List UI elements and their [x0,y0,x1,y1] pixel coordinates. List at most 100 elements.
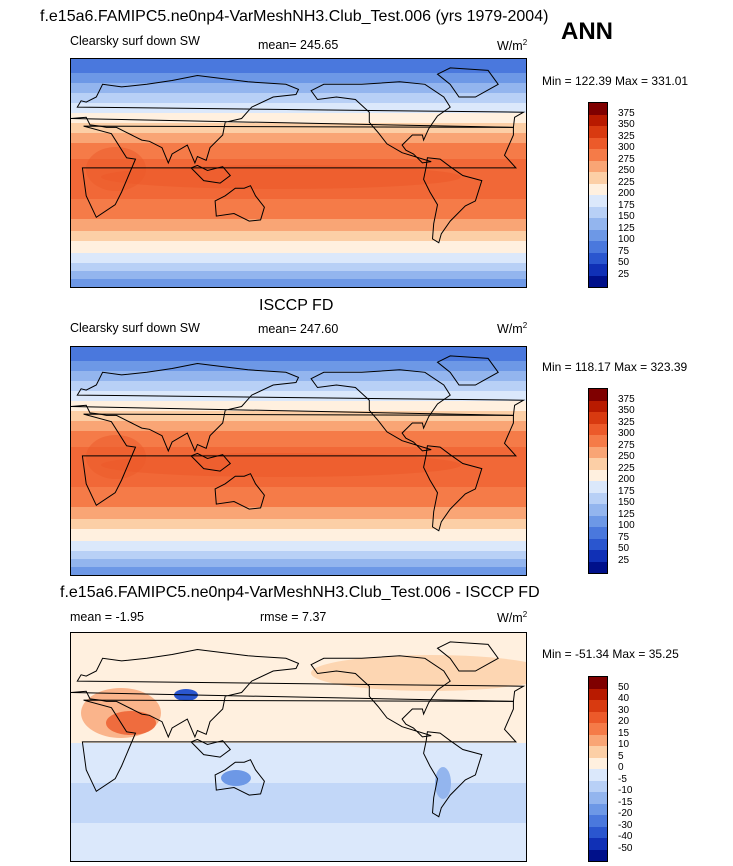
colorbar-swatch [589,803,607,815]
colorbar-swatch [589,826,607,838]
colorbar-label: -20 [618,808,633,819]
colorbar-label: 200 [618,188,635,199]
coastline [71,362,526,453]
colorbar-label: 150 [618,211,635,222]
colorbar-swatch [589,504,607,516]
colorbar-swatch [589,229,607,241]
colorbar-label: 75 [618,531,630,543]
colorbar-label: 100 [618,234,635,245]
coastline [423,445,483,532]
colorbar-label: 350 [618,405,635,416]
coastline [190,738,232,758]
coastline [436,67,499,98]
colorbar-label: 10 [618,739,630,750]
colorbar-label: 325 [618,130,635,142]
panel3-mean-label: mean = -1.95 [70,610,145,624]
panel1-mean-label: mean= 245.65 [258,38,339,52]
panel2-title: ISCCP FD [259,297,334,314]
colorbar-swatch [589,492,607,504]
colorbar-swatch [589,412,607,424]
colorbar-label: 50 [618,681,630,693]
colorbar-swatch [589,792,607,804]
panel3-map [70,632,527,862]
colorbar-swatch [589,561,607,573]
colorbar-swatch [589,527,607,539]
panel3-rmse-label: rmse = 7.37 [260,610,327,624]
coastline [190,164,232,184]
colorbar-label: 25 [618,268,630,280]
colorbar-label: 300 [618,142,635,153]
colorbar-label: 225 [618,462,635,474]
coastline [423,157,483,244]
colorbar-label: -40 [618,831,633,842]
coastline [71,648,526,739]
colorbar-swatch [589,446,607,458]
colorbar-label: 50 [618,543,630,554]
colorbar-label: -15 [618,796,633,808]
colorbar-label: -30 [618,819,633,831]
colorbar-swatch [589,746,607,758]
colorbar-swatch [589,815,607,827]
colorbar-label: 200 [618,474,635,485]
panel2-mean-label: mean= 247.60 [258,322,339,336]
colorbar-label: -5 [618,773,627,785]
colorbar-label: 275 [618,439,635,451]
colorbar-swatch [589,126,607,138]
colorbar-swatch [589,160,607,172]
colorbar-label: 375 [618,393,635,405]
coastline [310,369,451,452]
colorbar-label: 225 [618,176,635,188]
colorbar-label: 125 [618,508,635,520]
colorbar-label: 75 [618,245,630,257]
colorbar-label: 15 [618,727,630,739]
coastline [71,74,526,165]
colorbar-swatch [589,275,607,287]
season-label: ANN [561,18,613,45]
colorbar-label: 40 [618,693,630,704]
colorbar-label: 5 [618,750,624,762]
panel3-minmax: Min = -51.34 Max = 35.25 [542,647,679,661]
colorbar-swatch [589,137,607,149]
colorbar-swatch [589,241,607,253]
colorbar-swatch [589,734,607,746]
colorbar-label: 250 [618,451,635,462]
colorbar-swatch [589,206,607,218]
colorbar-swatch [589,515,607,527]
colorbar-swatch [589,849,607,861]
panel1-colorbar [588,102,608,288]
colorbar-label: 325 [618,416,635,428]
colorbar-label: -10 [618,785,633,796]
panel1-title: f.e15a6.FAMIPC5.ne0np4-VarMeshNH3.Club_T… [40,8,549,25]
colorbar-swatch [589,838,607,850]
colorbar-label: 350 [618,119,635,130]
colorbar-swatch [589,550,607,562]
colorbar-swatch [589,688,607,700]
colorbar-swatch [589,252,607,264]
colorbar-swatch [589,183,607,195]
panel2-variable-label: Clearsky surf down SW [70,321,200,335]
coastline [81,125,518,219]
colorbar-swatch [589,769,607,781]
coastline [190,452,232,472]
colorbar-swatch [589,481,607,493]
coastline [310,655,451,738]
colorbar-label: 175 [618,199,635,211]
coastline [214,759,265,796]
panel2-colorbar [588,388,608,574]
colorbar-label: -50 [618,842,633,854]
colorbar-label: 0 [618,762,624,773]
colorbar-label: 30 [618,704,630,716]
panel3-colorbar [588,676,608,862]
panel1-minmax: Min = 122.39 Max = 331.01 [542,74,689,88]
colorbar-swatch [589,218,607,230]
colorbar-swatch [589,172,607,184]
panel2-map [70,346,527,576]
panel3-title: f.e15a6.FAMIPC5.ne0np4-VarMeshNH3.Club_T… [60,584,540,601]
colorbar-label: 300 [618,428,635,439]
colorbar-swatch [589,711,607,723]
colorbar-label: 100 [618,520,635,531]
panel1-variable-label: Clearsky surf down SW [70,34,200,48]
colorbar-label: 20 [618,716,630,727]
coastline [81,413,518,507]
coastline [81,699,518,793]
